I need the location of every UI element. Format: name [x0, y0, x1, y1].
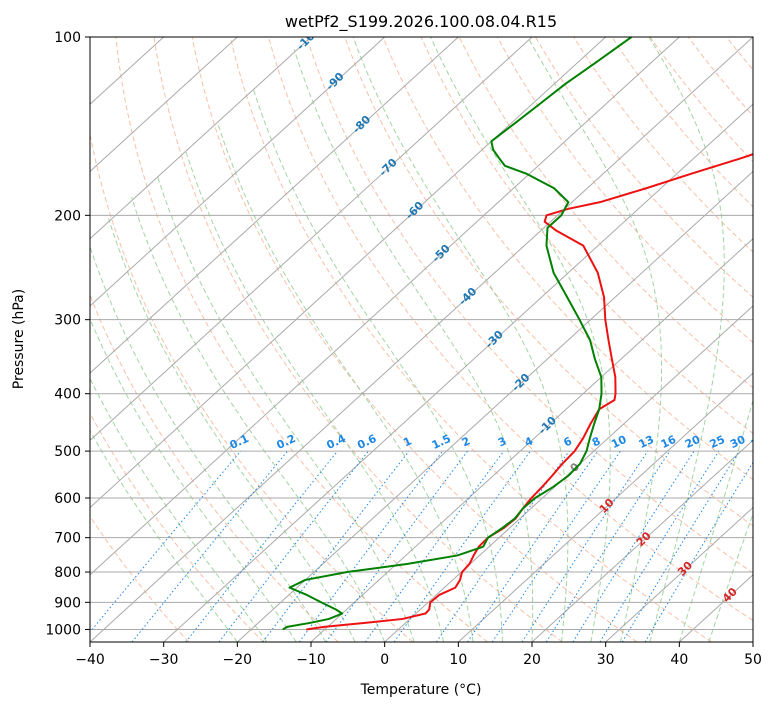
moist-adiabat	[252, 88, 504, 642]
dry-adiabat	[611, 37, 753, 208]
isotherm-line	[236, 170, 753, 642]
mixing-ratio-line	[218, 450, 369, 642]
mixing-ratio-line	[393, 450, 531, 642]
y-tick-label: 600	[54, 491, 81, 507]
mixing-ratio-line	[599, 450, 720, 642]
isotherm-line	[90, 37, 533, 442]
isotherm-line	[310, 237, 753, 642]
y-tick-label: 900	[54, 595, 81, 611]
moist-adiabat	[90, 377, 268, 642]
mixing-ratio-label: 13	[637, 433, 656, 451]
isotherm-line	[90, 37, 753, 642]
mixing-ratio-line	[572, 450, 695, 642]
dry-adiabat	[458, 37, 753, 389]
mixing-ratio-line	[262, 450, 410, 642]
temperature-profile-line	[306, 153, 753, 631]
profile-series	[282, 37, 753, 631]
moist-adiabat	[90, 429, 238, 642]
dewpoint-profile-line	[282, 37, 633, 631]
moist-adiabat	[90, 317, 297, 642]
y-tick-label: 400	[54, 387, 81, 403]
y-tick-label: 700	[54, 531, 81, 547]
mixing-ratio-label: 30	[728, 433, 748, 451]
dry-adiabat	[191, 37, 638, 642]
mixing-ratio-line	[545, 450, 671, 642]
moist-adiabat	[430, 37, 611, 642]
mixing-ratio-line	[364, 450, 505, 642]
dry-adiabat	[90, 293, 339, 642]
mixing-ratio-line	[131, 450, 288, 642]
axes: −40 −30 −20 −10 0 10 20 30 40 50 1000 900 800 700 600 5…	[45, 30, 762, 668]
dry-adiabat	[535, 37, 753, 298]
dry-adiabat	[229, 37, 712, 642]
isotherm-line	[163, 103, 753, 642]
mixing-ratio-line	[644, 461, 753, 642]
x-tick-label: 20	[523, 652, 541, 668]
dry-adiabat	[649, 37, 753, 163]
isotherm-line	[90, 37, 238, 173]
mixing-ratio-label: 20	[683, 433, 703, 451]
mixing-ratio-line	[621, 450, 740, 642]
dry-adiabat	[344, 37, 753, 527]
y-tick-label: 1000	[45, 622, 81, 638]
moist-adiabat	[527, 37, 663, 642]
isotherm-line	[90, 37, 386, 307]
y-tick-label: 200	[54, 208, 81, 224]
dry-adiabat	[306, 37, 753, 574]
moist-adiabat	[708, 512, 753, 642]
moist-adiabat	[648, 37, 725, 642]
isotherm-line	[605, 506, 753, 642]
mixing-ratio-label: 25	[708, 433, 727, 451]
y-tick-label: 100	[54, 30, 81, 46]
mixing-ratio-label: 10	[609, 433, 629, 451]
x-tick-label: 30	[597, 652, 615, 668]
isotherm-line	[90, 37, 312, 240]
moist-adiabat	[352, 37, 569, 642]
isotherm-line	[531, 439, 753, 642]
y-tick-label: 500	[54, 444, 81, 460]
dry-adiabat	[90, 515, 190, 642]
isotherm-line	[384, 305, 753, 642]
background-lines	[90, 37, 753, 642]
dry-adiabat	[496, 37, 753, 344]
moist-adiabat	[157, 175, 415, 642]
x-tick-label: 50	[744, 652, 762, 668]
mixing-ratio-line	[90, 450, 242, 633]
mixing-ratio-line	[185, 450, 338, 642]
y-tick-label: 300	[54, 313, 81, 329]
x-tick-label: −10	[296, 652, 326, 668]
dry-adiabat	[268, 37, 753, 622]
x-tick-label: −40	[75, 652, 105, 668]
moist-adiabat	[184, 148, 445, 642]
y-tick-label: 800	[54, 565, 81, 581]
moist-adiabat	[678, 398, 753, 642]
moist-adiabat	[293, 48, 534, 642]
isotherm-line	[90, 37, 680, 576]
isotherm-line	[457, 372, 753, 642]
x-tick-label: −30	[149, 652, 179, 668]
chart-title: wetPf2_S199.2026.100.08.04.R15	[285, 12, 557, 32]
plot-frame	[89, 36, 754, 643]
mixing-ratio-label: 16	[659, 433, 679, 451]
moist-adiabat	[108, 218, 356, 642]
x-axis-label: Temperature (°C)	[360, 682, 482, 698]
dry-adiabat	[115, 37, 488, 642]
x-tick-label: −20	[223, 652, 253, 668]
x-tick-label: 10	[449, 652, 467, 668]
mixing-ratio-line	[467, 450, 599, 642]
moist-adiabat	[90, 245, 327, 642]
isotherm-line	[90, 37, 459, 374]
x-tick-label: 40	[670, 652, 688, 668]
dry-adiabat	[90, 131, 414, 642]
x-tick-label: 0	[380, 652, 389, 668]
y-axis-label: Pressure (hPa)	[11, 289, 27, 389]
moist-adiabat	[131, 197, 386, 642]
mixing-ratio-label: 36	[749, 433, 769, 451]
